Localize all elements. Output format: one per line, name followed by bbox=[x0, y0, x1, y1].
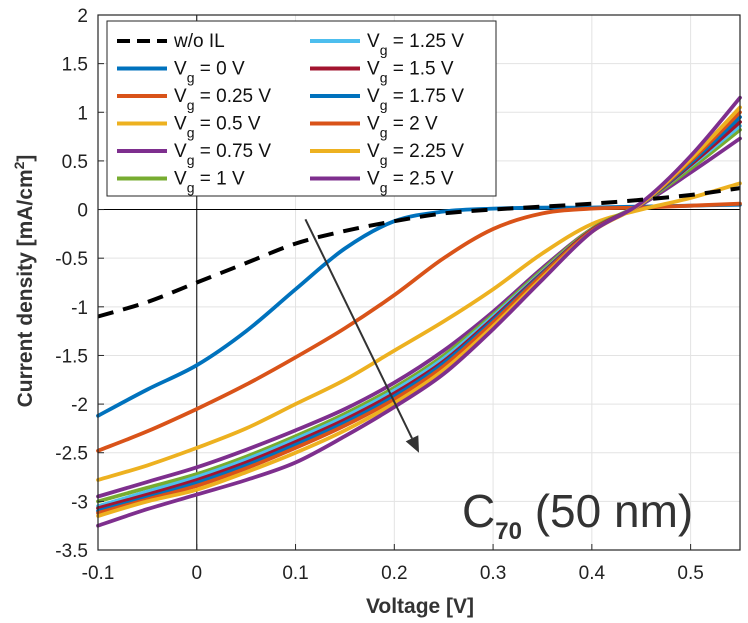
series-line-0 bbox=[97, 186, 741, 319]
legend-label-3: Vg = 0.5 V bbox=[174, 114, 261, 141]
y-tick-label: -2 bbox=[71, 395, 88, 416]
x-tick-label: 0.3 bbox=[480, 563, 506, 584]
legend-label-2: Vg = 0.25 V bbox=[174, 86, 271, 113]
y-tick-label: 1 bbox=[77, 103, 88, 124]
trend-arrow-shaft bbox=[304, 218, 413, 439]
trend-arrow-head bbox=[405, 435, 419, 453]
annotation-main: C bbox=[462, 485, 495, 537]
y-tick-label: -0.5 bbox=[55, 249, 88, 270]
x-tick-label: 0.4 bbox=[579, 563, 606, 584]
y-tick-label: -1.5 bbox=[55, 346, 88, 367]
y-axis-label-sup: 2 bbox=[11, 161, 27, 169]
y-axis-label-suffix: ] bbox=[14, 155, 37, 162]
series-line-11 bbox=[96, 95, 742, 528]
tick-labels: -0.1 0 0.1 0.2 0.3 0.4 0.5 -3.5 -3 -2.5 -2 -1.5 -1 -0… bbox=[55, 6, 704, 584]
legend-label-8: Vg = 1.75 V bbox=[367, 86, 464, 113]
legend-label-11: Vg = 2.5 V bbox=[367, 169, 454, 196]
legend-label-0: w/o IL bbox=[173, 31, 225, 52]
annotation-rest: (50 nm) bbox=[522, 485, 693, 537]
annotation-sub: 70 bbox=[495, 518, 522, 545]
series-group bbox=[96, 95, 742, 528]
legend-label-5: Vg = 1 V bbox=[174, 169, 245, 196]
y-tick-label: 0.5 bbox=[62, 152, 88, 173]
y-tick-label: 2 bbox=[77, 6, 88, 27]
legend-label-6: Vg = 1.25 V bbox=[367, 31, 464, 58]
plot-frame bbox=[97, 14, 741, 551]
material-annotation: C70 (50 nm) bbox=[462, 485, 693, 545]
y-tick-label: -3.5 bbox=[55, 541, 88, 562]
legend-label-10: Vg = 2.25 V bbox=[367, 141, 464, 168]
y-tick-label: 1.5 bbox=[62, 55, 88, 76]
y-axis-label-main: Current density [mA/cm bbox=[14, 169, 37, 407]
legend-label-4: Vg = 0.75 V bbox=[174, 141, 271, 168]
x-tick-label: 0.5 bbox=[677, 563, 703, 584]
y-tick-label: 0 bbox=[77, 201, 88, 222]
x-tick-label: 0.1 bbox=[282, 563, 308, 584]
legend-label-7: Vg = 1.5 V bbox=[367, 59, 454, 86]
y-tick-label: -1 bbox=[71, 298, 88, 319]
y-tick-label: -3 bbox=[71, 492, 88, 513]
legend-box bbox=[106, 20, 497, 197]
x-tick-label: 0.2 bbox=[381, 563, 407, 584]
trend-arrow bbox=[304, 218, 419, 453]
series-line-2 bbox=[96, 201, 742, 453]
legend-label-1: Vg = 0 V bbox=[174, 59, 245, 86]
series-line-3 bbox=[96, 181, 742, 482]
x-tick-label: -0.1 bbox=[82, 563, 115, 584]
y-tick-label: -2.5 bbox=[55, 444, 88, 465]
x-tick-label: 0 bbox=[191, 563, 202, 584]
legend-label-9: Vg = 2 V bbox=[367, 114, 438, 141]
x-axis-label: Voltage [V] bbox=[366, 595, 474, 618]
y-axis-label: Current density [mA/cm2] bbox=[11, 155, 37, 408]
